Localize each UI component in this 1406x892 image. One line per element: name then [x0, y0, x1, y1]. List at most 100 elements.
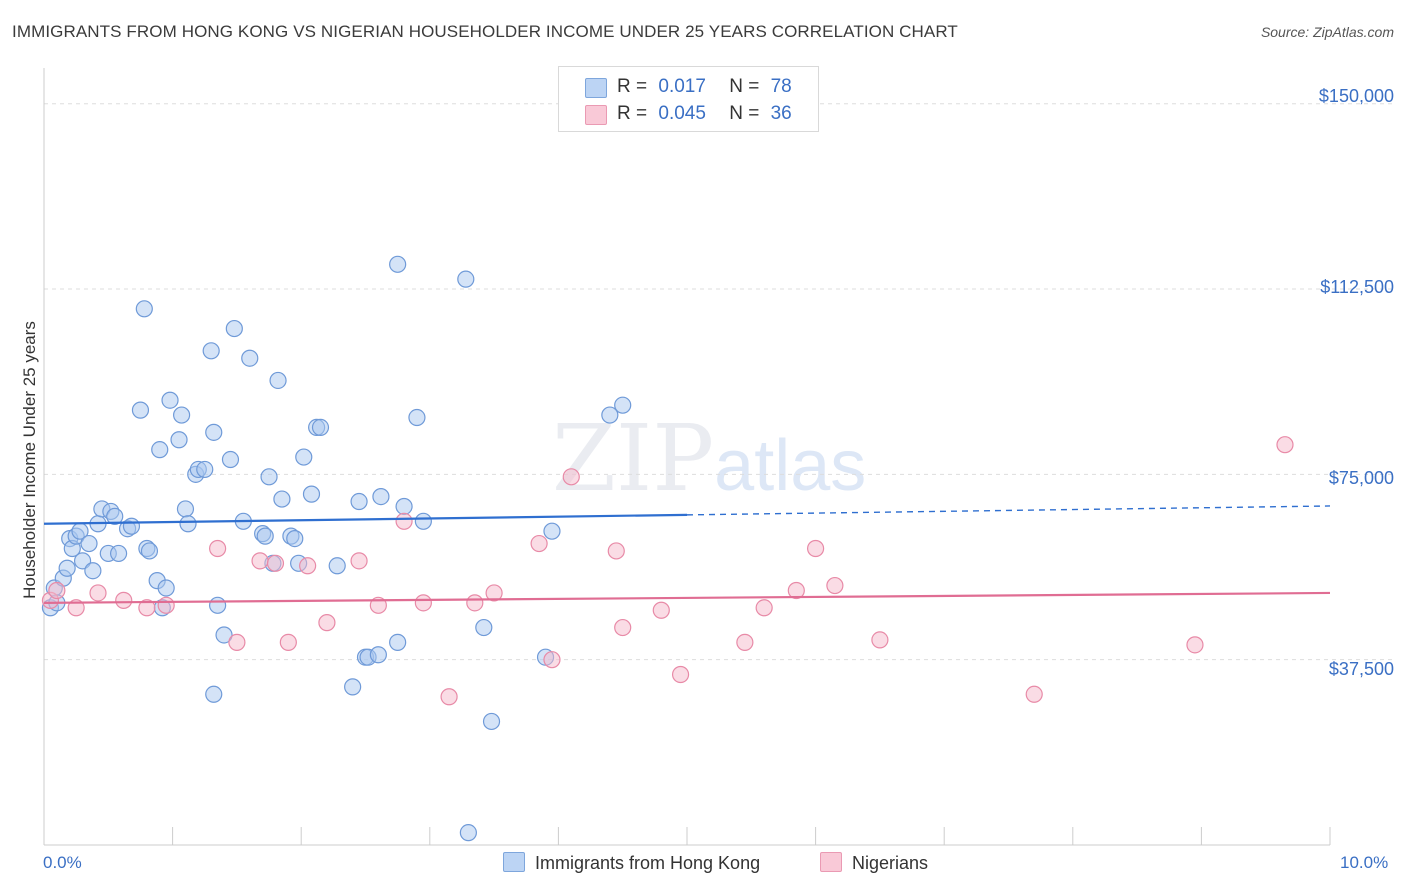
- point-pink-11: [279, 633, 297, 651]
- point-blue-38: [209, 596, 227, 614]
- point-blue-32: [179, 515, 197, 533]
- series-legend-hong-kong[interactable]: Immigrants from Hong Kong: [503, 852, 760, 874]
- point-blue-41: [225, 319, 243, 338]
- point-blue-67: [395, 497, 413, 516]
- trendline-hong-kong: [43, 513, 688, 525]
- point-blue-25: [151, 441, 169, 459]
- point-pink-18: [440, 688, 458, 706]
- legend-n-value: 36: [770, 103, 792, 124]
- point-pink-1: [48, 581, 66, 600]
- point-blue-77: [614, 396, 632, 414]
- point-pink-22: [543, 651, 561, 669]
- point-pink-13: [318, 614, 336, 632]
- point-pink-3: [89, 584, 107, 602]
- source-label: Source: ZipAtlas.com: [1260, 24, 1394, 40]
- point-blue-68: [408, 408, 426, 427]
- point-blue-10: [80, 534, 98, 553]
- legend-n-value: 78: [770, 76, 792, 97]
- point-blue-9: [73, 552, 92, 570]
- point-pink-17: [414, 594, 432, 612]
- point-pink-7: [209, 539, 227, 558]
- point-blue-50: [273, 490, 291, 508]
- point-blue-17: [109, 544, 128, 563]
- watermark-atlas: atlas: [714, 426, 867, 506]
- point-pink-28: [736, 633, 754, 651]
- point-pink-16: [395, 512, 413, 530]
- point-blue-73: [482, 712, 501, 731]
- legend-swatch-blue: [585, 78, 607, 98]
- legend-text-nigerians: R = 0.045 N = 36: [617, 103, 792, 125]
- point-blue-69: [414, 512, 432, 530]
- point-blue-49: [269, 371, 287, 390]
- point-blue-55: [302, 485, 321, 503]
- x-tick-label-max: 10.0%: [1340, 853, 1389, 872]
- stats-legend: R = 0.017 N = 78 R = 0.045 N = 36: [558, 66, 819, 132]
- point-blue-16: [106, 507, 124, 525]
- point-blue-64: [372, 487, 390, 506]
- y-tick-label-37500: $37,500: [1328, 659, 1394, 679]
- legend-r-label: R =: [617, 76, 648, 97]
- point-blue-23: [140, 542, 159, 560]
- series-legend-nigerians[interactable]: Nigerians: [820, 852, 928, 874]
- point-pink-27: [671, 665, 690, 684]
- point-pink-2: [67, 599, 85, 617]
- zipatlas-watermark: ZIPatlas: [552, 405, 866, 512]
- point-blue-76: [601, 406, 619, 424]
- point-pink-24: [607, 542, 625, 560]
- point-pink-23: [562, 468, 580, 486]
- point-blue-37: [205, 423, 223, 441]
- y-tick-label-112500: $112,500: [1320, 277, 1394, 297]
- point-blue-4: [58, 559, 76, 577]
- point-blue-47: [260, 468, 278, 486]
- point-blue-57: [311, 418, 330, 437]
- point-pink-21: [530, 534, 548, 553]
- point-pink-9: [251, 552, 269, 570]
- point-blue-70: [457, 270, 475, 288]
- x-tick-label-min: 0.0%: [43, 853, 82, 872]
- point-pink-6: [157, 596, 175, 614]
- point-blue-63: [369, 646, 387, 664]
- point-pink-12: [299, 557, 317, 575]
- point-blue-60: [350, 492, 368, 511]
- point-pink-4: [115, 591, 133, 609]
- chart-title: IMMIGRANTS FROM HONG KONG VS NIGERIAN HO…: [12, 22, 958, 41]
- legend-n-label: N =: [729, 76, 760, 97]
- point-blue-66: [389, 255, 407, 273]
- trendline-nigerians: [43, 591, 1331, 604]
- point-pink-31: [806, 539, 825, 558]
- point-pink-36: [1276, 436, 1294, 454]
- series-swatch-pink: [820, 852, 842, 872]
- point-blue-36: [202, 342, 220, 360]
- legend-r-value: 0.045: [658, 103, 706, 124]
- point-blue-72: [475, 618, 493, 637]
- legend-swatch-pink: [585, 105, 607, 125]
- point-pink-8: [228, 633, 246, 651]
- point-blue-19: [122, 517, 141, 535]
- y-tick-label-150000: $150,000: [1318, 86, 1394, 106]
- point-pink-14: [350, 552, 368, 570]
- point-blue-42: [205, 685, 223, 703]
- watermark-zip: ZIP: [552, 405, 715, 512]
- point-blue-46: [256, 527, 274, 545]
- trendline-hong-kong-extrapolated: [686, 505, 1331, 516]
- point-blue-40: [221, 450, 240, 469]
- point-pink-19: [466, 594, 484, 612]
- legend-r-value: 0.017: [658, 76, 706, 97]
- point-pink-32: [826, 576, 844, 595]
- series-swatch-blue: [503, 852, 525, 872]
- legend-r-label: R =: [617, 103, 648, 124]
- legend-text-hong-kong: R = 0.017 N = 78: [617, 76, 792, 98]
- point-blue-75: [543, 522, 561, 540]
- series-label-nigerians: Nigerians: [852, 853, 929, 873]
- point-pink-30: [787, 581, 805, 600]
- point-blue-27: [157, 579, 175, 597]
- point-pink-26: [652, 601, 670, 619]
- series-label-hong-kong: Immigrants from Hong Kong: [535, 853, 761, 873]
- point-blue-29: [170, 431, 188, 449]
- point-pink-29: [755, 599, 773, 617]
- point-blue-54: [295, 448, 313, 466]
- point-blue-31: [176, 500, 195, 518]
- point-pink-20: [485, 584, 503, 602]
- point-blue-20: [131, 401, 150, 419]
